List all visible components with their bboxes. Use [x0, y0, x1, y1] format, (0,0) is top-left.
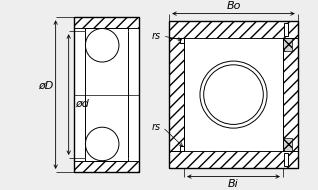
Circle shape [86, 28, 119, 62]
Bar [169, 38, 298, 151]
Bar [283, 38, 298, 151]
Bar [283, 38, 292, 51]
Bar [74, 161, 140, 172]
Bar [74, 17, 140, 28]
Text: ød: ød [75, 99, 89, 109]
Text: rs: rs [152, 31, 161, 41]
Bar [284, 153, 288, 166]
Text: rs: rs [152, 122, 161, 132]
Bar [169, 38, 184, 151]
Bar [74, 28, 140, 161]
Circle shape [204, 65, 263, 124]
Bar [283, 138, 292, 151]
Bar [169, 21, 298, 38]
Bar [180, 146, 184, 151]
Text: Bi: Bi [228, 179, 239, 189]
Bar [180, 38, 184, 43]
Text: Bo: Bo [226, 1, 241, 11]
Bar [284, 23, 288, 36]
Bar [169, 21, 298, 168]
Bar [74, 17, 140, 172]
Bar [169, 151, 298, 168]
Circle shape [86, 127, 119, 161]
Text: øD: øD [38, 80, 54, 90]
